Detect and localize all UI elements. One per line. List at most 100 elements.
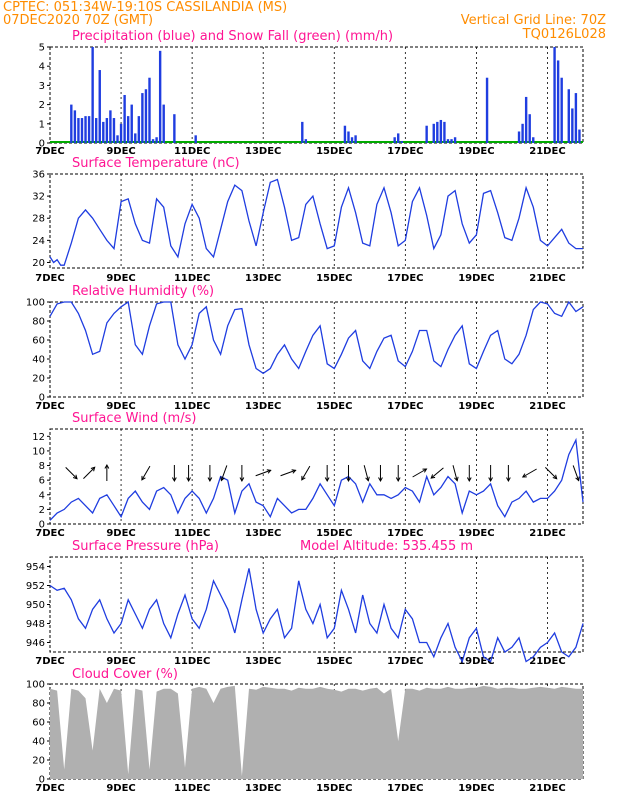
precip-x-tick-label: 9DEC <box>106 146 135 157</box>
wind-arrow-head <box>488 477 493 483</box>
rh-x-tick-label: 15DEC <box>316 401 352 412</box>
wind-arrow-head <box>72 474 78 480</box>
precipitation-bar <box>94 118 98 143</box>
pres-frame <box>49 556 584 653</box>
wind-y-tick-label: 2 <box>39 505 45 516</box>
pres-x-tick-label: 11DEC <box>174 656 210 667</box>
wind-arrow-head <box>575 476 580 482</box>
wind-direction-arrow <box>220 465 228 481</box>
precipitation-bar <box>553 47 556 143</box>
precip-x-tick-label: 21DEC <box>529 146 565 157</box>
cloud-y-tick-label: 100 <box>26 680 45 691</box>
rh-y-tick-label: 0 <box>39 393 45 404</box>
temp-y-tick-label: 20 <box>32 258 45 269</box>
precipitation-bar <box>105 118 109 143</box>
precip-y-tick-label: 3 <box>39 81 45 92</box>
precipitation-bar <box>521 123 524 143</box>
pres-y-tick-label: 946 <box>26 638 45 649</box>
cloud-x-tick-label: 9DEC <box>106 783 135 794</box>
wind-direction-arrow <box>141 465 151 481</box>
wind-title: Surface Wind (m/s) <box>72 411 196 426</box>
rh-x-tick-label: 21DEC <box>529 401 565 412</box>
precipitation-bar <box>144 89 148 143</box>
humidity-title: Relative Humidity (%) <box>72 284 214 299</box>
rh-x-tick-label: 13DEC <box>245 401 281 412</box>
cloud-cover-panel: Cloud Cover (%) 7DEC 9DEC 11DEC 13DEC 15DEC 1… <box>26 667 584 794</box>
wind-arrow-head <box>346 477 351 483</box>
wind-arrow-head <box>422 468 428 473</box>
wind-y-tick-label: 6 <box>39 476 45 487</box>
precipitation-bar <box>528 114 531 143</box>
wind-y-tick-label: 12 <box>32 432 45 443</box>
cloud-x-tick-label: 17DEC <box>387 783 423 794</box>
rh-x-tick-label: 9DEC <box>106 401 135 412</box>
wind-arrow-head <box>506 477 511 483</box>
precipitation-bar <box>567 89 570 143</box>
precipitation-bar <box>84 116 87 143</box>
wind-y-tick-label: 10 <box>32 446 45 457</box>
precipitation-bar <box>304 139 308 143</box>
wind-series-line <box>49 437 584 521</box>
precipitation-bar <box>173 114 176 143</box>
precipitation-bar <box>123 95 126 143</box>
precipitation-bar <box>560 77 563 143</box>
cloud-x-tick-label: 13DEC <box>245 783 281 794</box>
rh-x-tick-label: 17DEC <box>387 401 423 412</box>
temp-x-tick-label: 7DEC <box>35 273 64 284</box>
rh-y-tick-label: 100 <box>26 298 45 309</box>
precipitation-bar <box>571 108 574 143</box>
wind-arrow-head <box>90 466 96 472</box>
wind-arrow-head <box>301 475 306 481</box>
precipitation-bar <box>436 121 439 143</box>
wind-direction-arrow <box>280 469 296 477</box>
header-model-id: TQ0126L028 <box>522 27 606 42</box>
wind-arrow-head <box>291 469 297 474</box>
precipitation-bar <box>354 135 357 143</box>
rh-y-tick-label: 60 <box>32 336 45 347</box>
cloud-y-tick-label: 20 <box>32 756 45 767</box>
temp-frame <box>49 173 584 269</box>
precip-y-tick-label: 4 <box>39 62 45 73</box>
precipitation-bar <box>194 135 197 143</box>
precipitation-bar <box>443 121 446 143</box>
precipitation-bar <box>400 141 403 143</box>
wind-arrow-head <box>324 477 330 483</box>
wind-y-tick-label: 8 <box>39 461 45 472</box>
wind-arrow-head <box>395 477 401 483</box>
temp-x-tick-label: 13DEC <box>245 273 281 284</box>
pres-x-tick-label: 13DEC <box>245 656 281 667</box>
pres-y-tick-label: 954 <box>26 562 45 573</box>
precip-x-tick-label: 17DEC <box>387 146 423 157</box>
precip-y-tick-label: 1 <box>39 119 45 130</box>
precipitation-panel: Precipitation (blue) and Snow Fall (gree… <box>35 29 584 157</box>
wind-x-tick-label: 17DEC <box>387 528 423 539</box>
precipitation-bar <box>130 104 133 143</box>
pres-x-tick-label: 7DEC <box>35 656 64 667</box>
wind-arrow-head <box>378 477 383 483</box>
precip-x-tick-label: 19DEC <box>458 146 494 157</box>
precipitation-bar <box>432 123 435 143</box>
wind-arrow-head <box>266 469 272 474</box>
temp-y-tick-label: 24 <box>32 236 45 247</box>
precipitation-bar <box>151 139 155 143</box>
wind-arrow-head <box>365 476 370 482</box>
precipitation-bar <box>162 104 165 143</box>
precipitation-bar <box>393 137 396 143</box>
rh-y-tick-label: 80 <box>32 317 45 328</box>
wind-panel: Surface Wind (m/s) 7DEC 9DEC 11DEC 13DEC 15D… <box>32 411 584 539</box>
precipitation-bar <box>148 77 151 143</box>
wind-arrow-head <box>239 477 245 483</box>
wind-x-tick-label: 13DEC <box>245 528 281 539</box>
wind-arrow-head <box>454 476 459 482</box>
temperature-panel: Surface Temperature (nC) 7DEC 9DEC 11DEC 13… <box>32 156 584 284</box>
precipitation-bar <box>524 96 528 143</box>
wind-direction-arrow <box>522 468 537 478</box>
header-date: 07DEC2020 70Z (GMT) <box>3 13 153 28</box>
wind-x-tick-label: 15DEC <box>316 528 352 539</box>
wind-arrow-head <box>466 477 472 483</box>
precipitation-bar <box>102 121 105 143</box>
temp-x-tick-label: 17DEC <box>387 273 423 284</box>
precipitation-bar <box>134 133 137 143</box>
pres-x-tick-label: 15DEC <box>316 656 352 667</box>
